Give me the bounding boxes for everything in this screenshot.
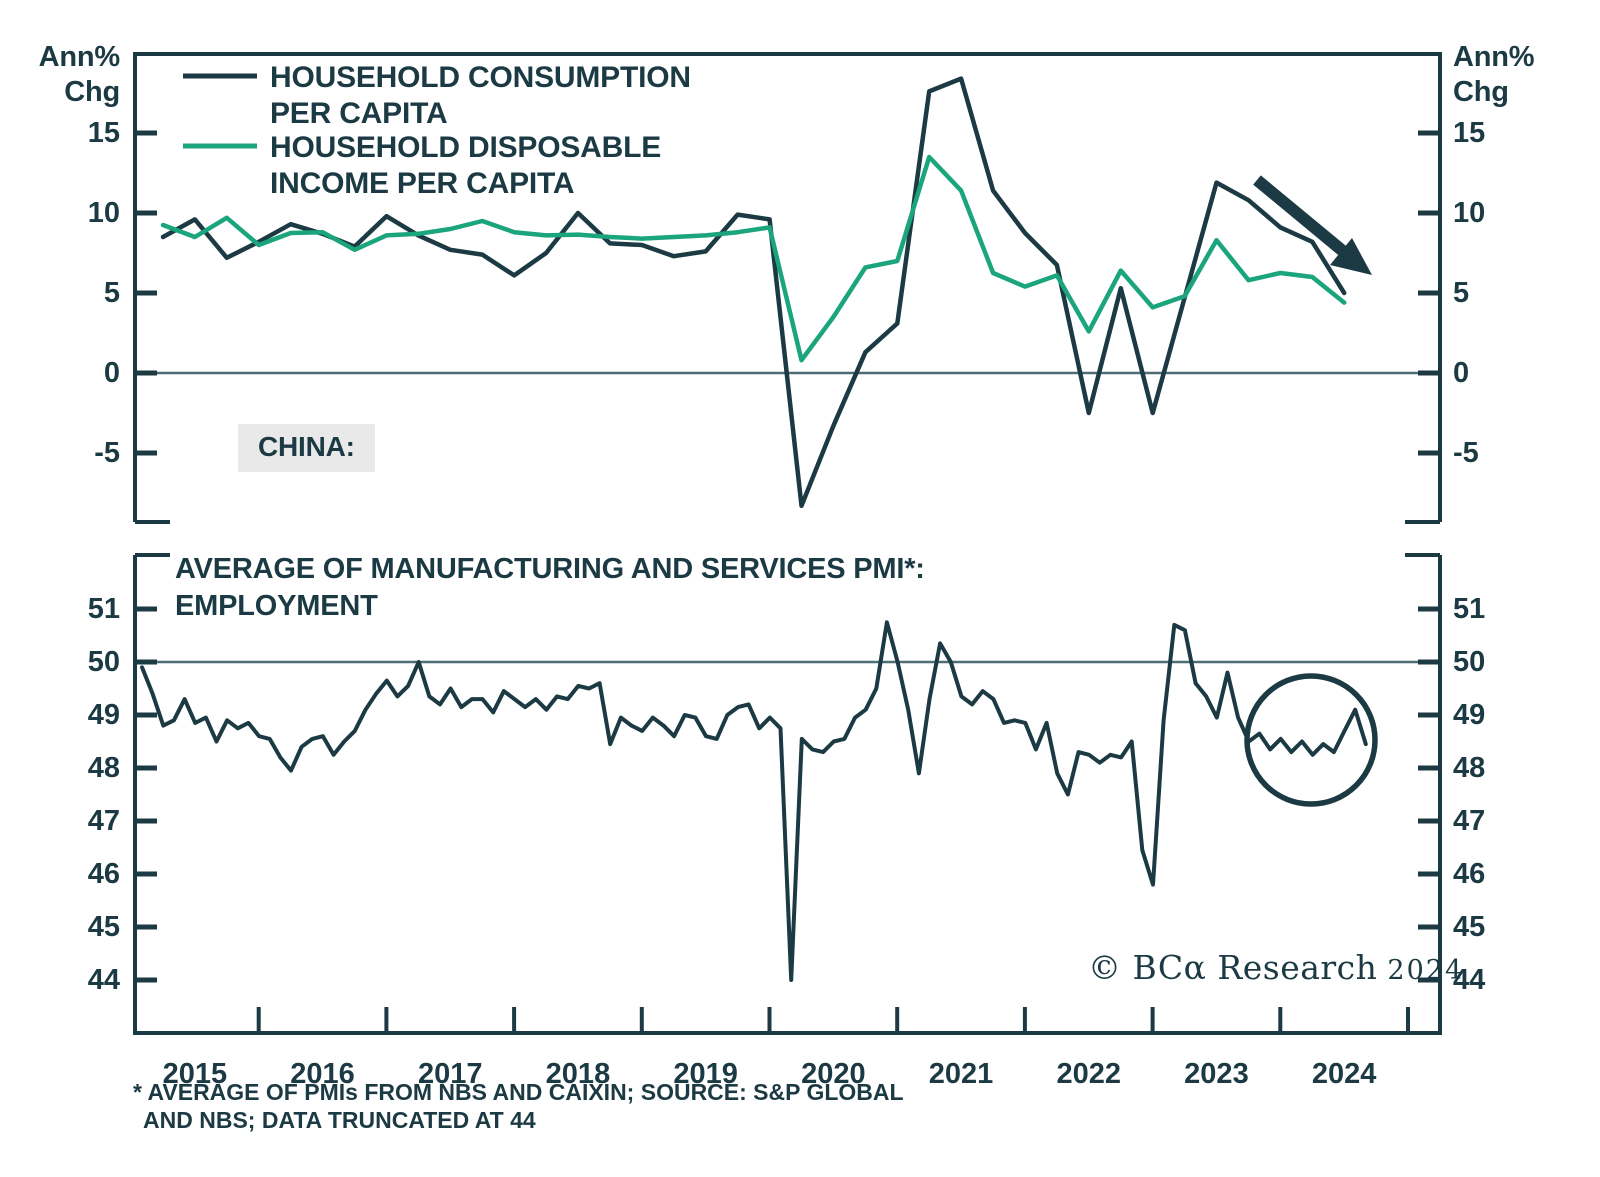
legend-label-line: HOUSEHOLD DISPOSABLE <box>270 131 662 164</box>
y-tick-label: 45 <box>1453 911 1486 943</box>
brand-credit: © BCα Research 2024 <box>1088 948 1464 987</box>
x-year-label: 2024 <box>1311 1058 1377 1090</box>
arrow-head <box>1330 238 1372 275</box>
y-tick-labels-right: 15 10 5 0 -5 51 50 49 48 47 46 45 44 <box>1453 0 1593 1177</box>
bottom-panel-title-line1: AVERAGE OF MANUFACTURING AND SERVICES PM… <box>175 553 925 585</box>
footnote-line1: * AVERAGE OF PMIs FROM NBS AND CAIXIN; S… <box>133 1079 904 1105</box>
legend-label-line: PER CAPITA <box>270 97 448 130</box>
axes-and-ticks <box>133 52 1442 1035</box>
y-axis-unit-right: Ann% Chg <box>1453 40 1535 110</box>
x-axis-year-labels: 2015 2016 2017 2018 2019 2020 2021 2022 2023 2024 <box>0 1058 1600 1098</box>
y-tick-label: 0 <box>103 357 120 389</box>
top-panel-frame <box>133 52 1442 524</box>
highlight-circle-annotation <box>1244 673 1378 807</box>
footnote-line2: AND NBS; DATA TRUNCATED AT 44 <box>143 1107 536 1133</box>
x-year-label: 2022 <box>1056 1058 1122 1090</box>
y-tick-label: 0 <box>1453 357 1470 389</box>
y-tick-label: 50 <box>1453 646 1486 678</box>
y-tick-label: 49 <box>87 699 120 731</box>
bottom-panel-title: AVERAGE OF MANUFACTURING AND SERVICES PM… <box>175 551 925 625</box>
y-tick-label: 51 <box>87 593 120 625</box>
data-series-lines <box>140 76 1368 982</box>
legend-item-consumption: HOUSEHOLD CONSUMPTION PER CAPITA <box>270 60 691 132</box>
bottom-panel-frame <box>133 553 1442 1035</box>
pmi-employment-line <box>140 620 1368 982</box>
x-year-label: 2021 <box>928 1058 994 1090</box>
y-tick-label: 47 <box>87 805 120 837</box>
y-tick-label: 50 <box>87 646 120 678</box>
x-year-label: 2017 <box>417 1058 483 1090</box>
y-axis-unit-line1: Ann% <box>1453 41 1535 73</box>
x-year-label: 2020 <box>801 1058 866 1090</box>
y-tick-label: 46 <box>87 858 120 890</box>
y-tick-label: 46 <box>1453 858 1486 890</box>
y-axis-unit-line2: Chg <box>64 76 120 108</box>
y-tick-label: 15 <box>87 117 120 149</box>
arrow-shaft <box>1253 175 1348 257</box>
bottom-panel-title-line2: EMPLOYMENT <box>175 590 378 622</box>
x-year-label: 2019 <box>673 1058 738 1090</box>
brand-credit-year: 2024 <box>1387 955 1465 986</box>
y-tick-label: 48 <box>87 752 120 784</box>
y-tick-label: 45 <box>87 911 120 943</box>
y-tick-label: 48 <box>1453 752 1486 784</box>
x-year-label: 2015 <box>162 1058 228 1090</box>
y-tick-label: 51 <box>1453 593 1486 625</box>
legend-swatches <box>183 73 257 149</box>
downtrend-arrow-icon <box>1253 175 1372 275</box>
y-tick-label: 47 <box>1453 805 1486 837</box>
y-tick-label: 44 <box>1453 964 1486 996</box>
x-year-label: 2016 <box>290 1058 355 1090</box>
y-tick-label: 5 <box>103 277 120 309</box>
region-label: CHINA: <box>238 424 375 472</box>
y-tick-label: 15 <box>1453 117 1486 149</box>
legend-label-line: INCOME PER CAPITA <box>270 167 575 200</box>
footnote: * AVERAGE OF PMIs FROM NBS AND CAIXIN; S… <box>133 1078 904 1134</box>
consumption-line <box>160 76 1347 509</box>
y-axis-unit-line2: Chg <box>1453 76 1509 108</box>
y-tick-labels-left: 15 10 5 0 -5 51 50 49 48 47 46 45 44 <box>0 0 120 1177</box>
y-tick-label: 44 <box>87 964 120 996</box>
y-tick-label: 10 <box>1453 197 1486 229</box>
y-tick-label: 49 <box>1453 699 1486 731</box>
x-year-label: 2023 <box>1184 1058 1249 1090</box>
income-line <box>160 154 1347 363</box>
y-axis-unit-line1: Ann% <box>38 41 121 73</box>
y-tick-label: 10 <box>87 197 120 229</box>
y-tick-label: -5 <box>94 437 120 469</box>
y-axis-unit-left: Ann% Chg <box>0 40 121 110</box>
x-year-label: 2018 <box>545 1058 611 1090</box>
y-tick-label: 5 <box>1453 277 1470 309</box>
legend-item-income: HOUSEHOLD DISPOSABLE INCOME PER CAPITA <box>270 130 661 202</box>
y-tick-label: -5 <box>1453 437 1479 469</box>
brand-credit-text: © BCα Research <box>1088 948 1378 987</box>
legend-label-line: HOUSEHOLD CONSUMPTION <box>270 61 691 94</box>
